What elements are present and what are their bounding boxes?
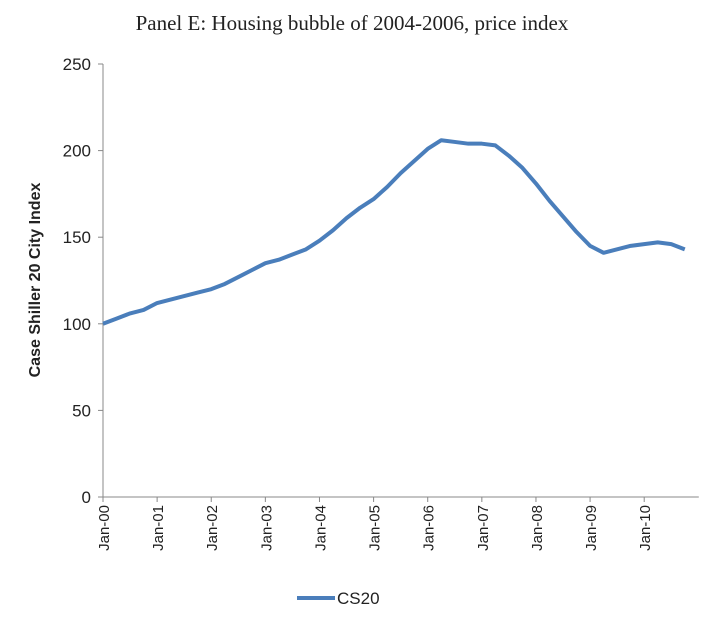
y-tick-label: 250: [63, 55, 91, 74]
x-tick-label: Jan-08: [529, 505, 546, 551]
y-tick-label: 0: [82, 488, 91, 507]
x-tick-label: Jan-10: [637, 505, 654, 551]
y-tick-label: 100: [63, 315, 91, 334]
x-tick-label: Jan-04: [312, 505, 329, 551]
x-tick-label: Jan-03: [258, 505, 275, 551]
x-tick-label: Jan-06: [421, 505, 438, 551]
x-tick-label: Jan-00: [96, 505, 113, 551]
x-tick-label: Jan-05: [367, 505, 384, 551]
x-tick-label: Jan-07: [475, 505, 492, 551]
y-tick-label: 200: [63, 142, 91, 161]
data-line: [102, 138, 686, 326]
y-tick-label: 150: [63, 228, 91, 247]
y-tick-label: 50: [72, 401, 91, 420]
x-tick-label: Jan-09: [583, 505, 600, 551]
y-axis-label: Case Shiller 20 City Index: [27, 183, 44, 378]
chart-title: Panel E: Housing bubble of 2004-2006, pr…: [136, 11, 569, 35]
legend-label: CS20: [337, 589, 380, 608]
x-tick-label: Jan-01: [150, 505, 167, 551]
x-tick-label: Jan-02: [204, 505, 221, 551]
